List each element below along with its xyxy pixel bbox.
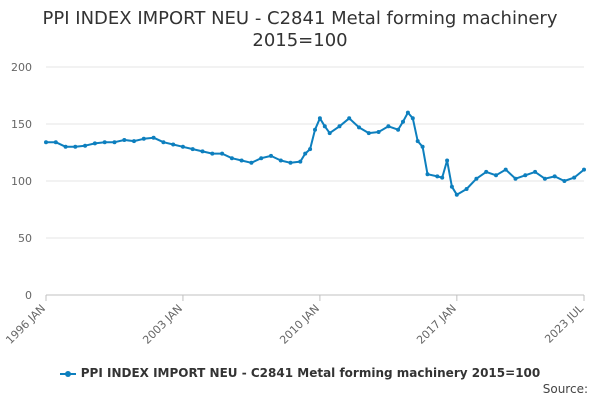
data-point bbox=[112, 140, 117, 145]
data-point bbox=[200, 149, 205, 154]
data-point bbox=[474, 176, 479, 181]
data-point bbox=[190, 147, 195, 152]
data-point bbox=[337, 124, 342, 129]
y-tick-label: 150 bbox=[11, 118, 32, 131]
chart-title: PPI INDEX IMPORT NEU - C2841 Metal formi… bbox=[0, 8, 600, 52]
data-point bbox=[229, 156, 234, 161]
data-point bbox=[313, 127, 317, 132]
data-point bbox=[523, 173, 528, 178]
data-point bbox=[308, 147, 313, 152]
data-point bbox=[449, 184, 454, 189]
data-point bbox=[401, 119, 405, 124]
data-point bbox=[303, 151, 308, 156]
data-point bbox=[102, 140, 107, 145]
data-point bbox=[122, 138, 127, 142]
data-point bbox=[161, 140, 166, 145]
data-point bbox=[73, 144, 78, 149]
x-tick-label: 2017 JAN bbox=[414, 302, 459, 347]
data-point bbox=[53, 140, 58, 145]
data-point bbox=[410, 116, 415, 121]
data-point bbox=[386, 124, 391, 129]
data-point bbox=[151, 135, 156, 140]
data-point bbox=[440, 175, 445, 180]
x-tick-label: 2010 JAN bbox=[277, 302, 322, 347]
data-point bbox=[83, 143, 88, 148]
data-point bbox=[435, 174, 440, 179]
legend[interactable]: PPI INDEX IMPORT NEU - C2841 Metal formi… bbox=[0, 366, 600, 380]
legend-series-label: PPI INDEX IMPORT NEU - C2841 Metal formi… bbox=[80, 366, 541, 380]
data-point bbox=[327, 131, 332, 136]
data-point bbox=[239, 158, 244, 163]
data-point bbox=[405, 110, 410, 115]
x-tick-label: 2023 JUL bbox=[542, 301, 586, 345]
data-point bbox=[44, 140, 48, 145]
data-point bbox=[494, 173, 498, 178]
data-point bbox=[298, 159, 303, 164]
data-point bbox=[484, 169, 489, 174]
data-point bbox=[317, 116, 322, 121]
data-point bbox=[420, 144, 425, 149]
data-point bbox=[396, 127, 401, 132]
legend-line-marker-icon bbox=[59, 369, 76, 379]
data-point bbox=[464, 187, 469, 191]
data-point bbox=[366, 131, 371, 136]
chart-title-line2: 2015=100 bbox=[252, 30, 348, 51]
data-point bbox=[278, 158, 283, 163]
y-tick-label: 200 bbox=[11, 61, 32, 74]
data-point bbox=[171, 142, 176, 147]
data-point bbox=[269, 153, 273, 158]
y-tick-label: 100 bbox=[11, 175, 32, 188]
data-point bbox=[376, 130, 381, 134]
series-layer bbox=[44, 110, 586, 197]
data-point bbox=[180, 144, 185, 149]
data-point bbox=[425, 172, 430, 177]
data-point bbox=[288, 160, 293, 165]
data-point bbox=[132, 139, 136, 144]
data-point bbox=[322, 124, 327, 129]
data-point bbox=[357, 125, 361, 130]
data-point bbox=[582, 167, 586, 172]
data-point bbox=[513, 176, 518, 181]
data-point bbox=[249, 160, 254, 165]
data-point bbox=[220, 151, 225, 156]
grid-lines bbox=[46, 66, 584, 296]
axes: 0 50 100 150 200 1996 JAN 2003 JAN 2010 JAN 2017… bbox=[3, 61, 586, 347]
chart-title-line1: PPI INDEX IMPORT NEU - C2841 Metal formi… bbox=[42, 8, 558, 29]
data-point bbox=[533, 169, 538, 174]
data-point bbox=[572, 175, 577, 180]
data-point bbox=[542, 176, 547, 181]
y-tick-label: 0 bbox=[25, 289, 32, 302]
data-point bbox=[454, 192, 459, 197]
data-point bbox=[210, 151, 215, 156]
y-tick-label: 50 bbox=[18, 232, 32, 245]
data-point bbox=[552, 174, 557, 179]
data-point bbox=[503, 167, 508, 172]
x-tick-label: 1996 JAN bbox=[3, 302, 48, 347]
source-credit[interactable]: Source: bbox=[542, 382, 588, 396]
x-tick-label: 2003 JAN bbox=[140, 302, 185, 347]
data-point bbox=[445, 158, 450, 163]
data-point bbox=[141, 136, 146, 141]
data-point bbox=[562, 179, 567, 183]
data-point bbox=[92, 141, 97, 146]
data-point bbox=[415, 139, 420, 144]
data-point bbox=[63, 144, 68, 149]
series-line bbox=[46, 111, 585, 196]
data-point bbox=[347, 116, 352, 121]
data-point bbox=[259, 156, 264, 161]
